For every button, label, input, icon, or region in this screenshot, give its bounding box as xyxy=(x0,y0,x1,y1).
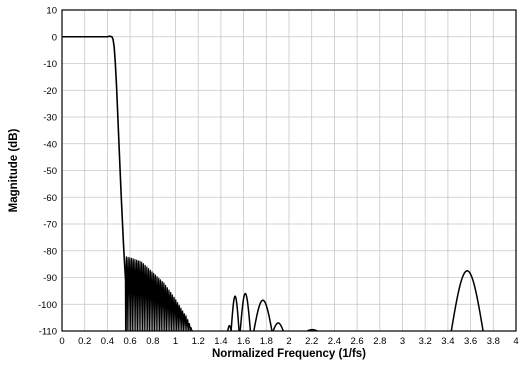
stopband-ripple xyxy=(125,256,193,331)
plot-frame xyxy=(61,9,517,332)
x-tick-label: 3 xyxy=(400,336,405,347)
x-tick-label: 0.4 xyxy=(101,336,114,347)
x-tick-label: 0.8 xyxy=(146,336,159,347)
curve-layer xyxy=(62,35,484,331)
y-tick-label: -40 xyxy=(43,139,57,150)
x-axis-ticks: 0 0.2 0.4 0.6 0.8 1 1.2 1.4 1.6 1.8 2 2.2 2.4 2.6 2.8 3… xyxy=(59,336,518,347)
y-tick-label: -10 xyxy=(43,59,57,70)
x-tick-label: 0 xyxy=(59,336,64,347)
y-tick-label: -110 xyxy=(39,327,57,338)
y-tick-label: -90 xyxy=(43,273,57,284)
y-tick-label: -30 xyxy=(43,113,57,124)
x-tick-label: 3.6 xyxy=(464,336,477,347)
x-tick-label: 1.2 xyxy=(192,336,205,347)
x-tick-label: 2 xyxy=(286,336,291,347)
y-tick-label: -100 xyxy=(38,300,57,311)
x-tick-label: 2.2 xyxy=(305,336,318,347)
y-axis-ticks: 10 0 -10 -20 -30 -40 -50 -60 -70 -80 -90 -100 -110 xyxy=(38,6,57,338)
y-tick-label: -50 xyxy=(43,166,57,177)
x-tick-label: 2.6 xyxy=(350,336,363,347)
stopband-lobe xyxy=(272,322,285,331)
x-tick-label: 0.6 xyxy=(123,336,136,347)
stopband-lobe xyxy=(306,328,318,331)
stopband-lobe xyxy=(239,292,252,331)
stopband-lobe xyxy=(226,324,232,331)
stopband-lobe xyxy=(230,295,240,331)
stopband-lobe xyxy=(450,270,484,331)
x-tick-label: 3.8 xyxy=(487,336,500,347)
x-tick-label: 2.8 xyxy=(373,336,386,347)
x-tick-label: 1 xyxy=(173,336,178,347)
y-tick-label: 0 xyxy=(52,32,57,43)
x-tick-label: 4 xyxy=(513,336,518,347)
y-tick-label: 10 xyxy=(46,6,57,17)
x-tick-label: 1.6 xyxy=(237,336,250,347)
y-tick-label: -60 xyxy=(43,193,57,204)
x-tick-label: 3.2 xyxy=(419,336,432,347)
y-tick-label: -80 xyxy=(43,246,57,257)
passband-curve xyxy=(62,35,127,331)
x-tick-label: 1.8 xyxy=(260,336,273,347)
x-tick-label: 1.4 xyxy=(214,336,227,347)
stopband-lobe xyxy=(253,299,273,331)
x-axis-title: Normalized Frequency (1/fs) xyxy=(212,348,366,360)
y-axis-title: Magnitude (dB) xyxy=(8,128,20,212)
x-tick-label: 3.4 xyxy=(441,336,454,347)
grid xyxy=(61,9,517,332)
x-tick-label: 0.2 xyxy=(78,336,91,347)
y-tick-label: -20 xyxy=(43,86,57,97)
y-tick-label: -70 xyxy=(43,220,57,231)
x-tick-label: 2.4 xyxy=(328,336,341,347)
